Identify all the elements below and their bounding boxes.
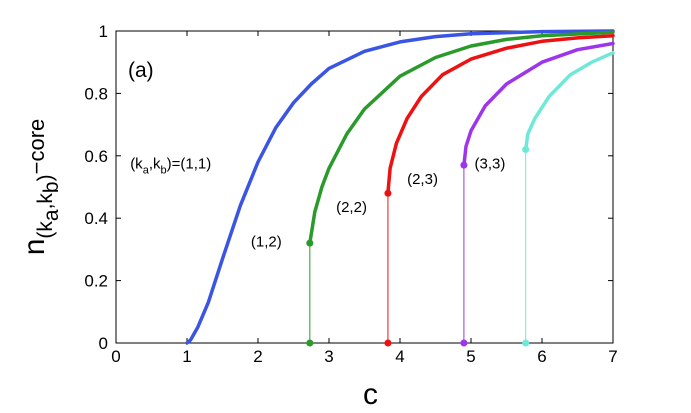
y-tick-label: 0.8: [84, 84, 108, 103]
axis-ticks: 0 1 2 3 4 5 6 7 0 0.2 0.4 0.6 0.8 1: [84, 22, 617, 366]
y-tick-label: 0.4: [84, 209, 108, 228]
series-jump-bottom-point: [522, 339, 530, 347]
x-tick-label: 1: [182, 347, 191, 366]
series-line: [386, 33, 615, 195]
series-annotation: (ka,kb)=(1,1): [130, 155, 211, 176]
y-axis-title-sep: ,k: [34, 193, 57, 210]
x-tick-label: 5: [466, 347, 475, 366]
series-4: [460, 41, 615, 347]
x-tick-label: 3: [324, 347, 333, 366]
y-tick-label: 1: [99, 22, 108, 41]
plot-area-frame: [115, 30, 614, 344]
series-annotation: (1,2): [251, 233, 282, 250]
y-axis-title-sub-a: a: [40, 209, 63, 221]
annotation-part: (k: [130, 155, 143, 172]
y-axis-title-suffix: −core: [24, 119, 49, 175]
x-tick-label: 2: [253, 347, 262, 366]
annotation-part: )=(1,1): [167, 155, 212, 172]
series-jump-bottom-point: [460, 339, 468, 347]
series-layer: [185, 29, 615, 347]
x-tick-label: 6: [537, 347, 546, 366]
series-1: [185, 29, 615, 345]
y-axis-title-sub-open: (k: [34, 221, 57, 239]
series-jump-bottom-point: [306, 339, 314, 347]
series-annotation: (2,3): [407, 171, 438, 188]
x-tick-label: 4: [395, 347, 404, 366]
annotation-part: b: [160, 164, 166, 176]
annotation-part: ,k: [149, 155, 161, 172]
y-tick-label: 0.6: [84, 147, 108, 166]
series-2: [306, 30, 615, 347]
series-annotation: (3,3): [475, 155, 506, 172]
x-axis-title: c: [363, 378, 378, 411]
x-tick-label: 7: [608, 347, 617, 366]
y-axis-title-main: n: [18, 239, 51, 256]
series-5: [522, 51, 615, 347]
y-tick-label: 0: [99, 334, 108, 353]
y-tick-label: 0.2: [84, 272, 108, 291]
annotation-layer: (ka,kb)=(1,1) (1,2) (2,2) (2,3) (3,3): [130, 155, 505, 250]
annotation-part: a: [143, 164, 150, 176]
series-line: [185, 29, 615, 345]
x-tick-label: 0: [111, 347, 120, 366]
series-annotation: (2,2): [336, 199, 367, 216]
series-3: [384, 33, 615, 347]
y-axis-title-sub-close: ): [34, 174, 57, 181]
y-axis-title-sub-b: b: [40, 181, 63, 193]
panel-label: (a): [128, 59, 154, 82]
series-line: [462, 41, 615, 167]
series-line: [308, 30, 615, 245]
y-axis-title: n(ka,kb)−core: [18, 119, 63, 256]
series-line: [523, 51, 615, 152]
series-jump-bottom-point: [384, 339, 392, 347]
